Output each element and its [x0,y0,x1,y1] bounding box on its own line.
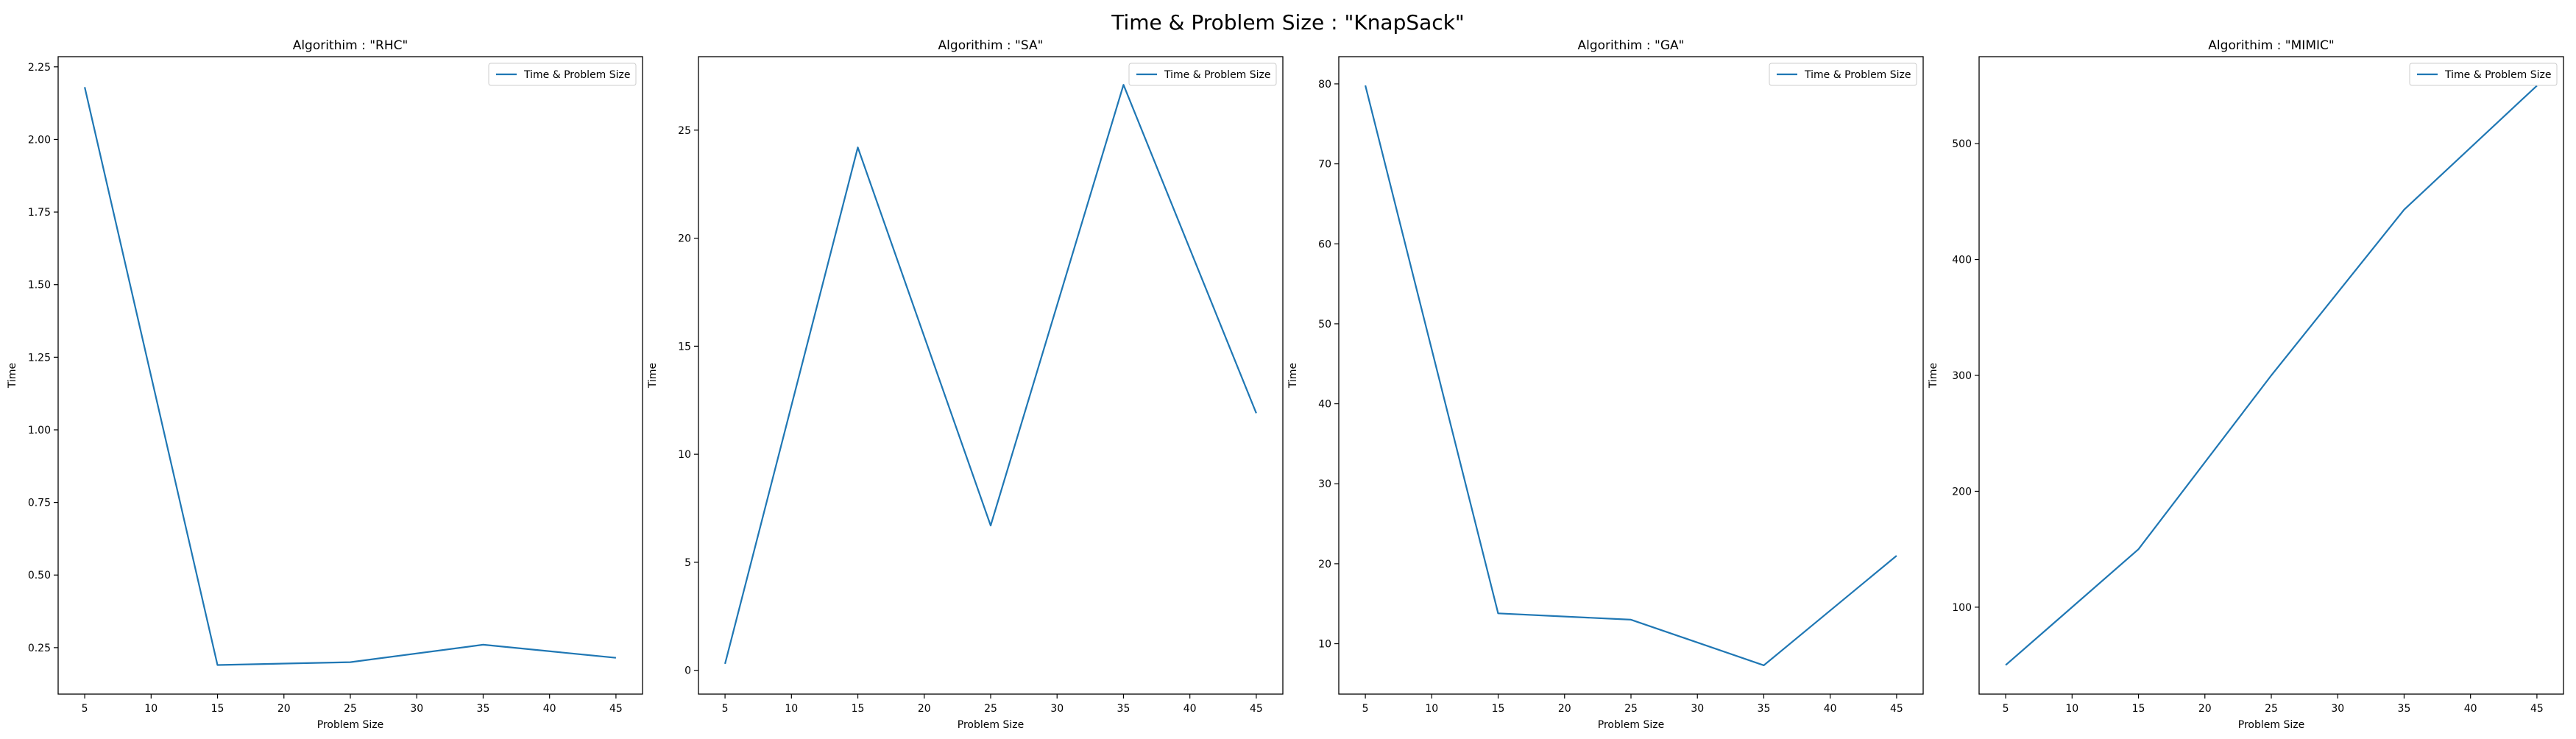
y-tick-label: 100 [1952,602,1972,614]
y-tick-label: 20 [678,233,691,245]
y-tick-label: 40 [1318,399,1331,411]
series-line [85,87,616,665]
axes-frame [698,57,1283,694]
legend-entry: Time & Problem Size [1804,69,1911,81]
y-tick-label: 2.00 [28,134,51,146]
subplot-2: Algorithim : "SA" 5 10 15 20 25 30 35 40 45 0 5 10 15… [647,38,1283,731]
series-line [725,85,1256,664]
x-tick-label: 40 [1824,703,1837,715]
figure-suptitle: Time & Problem Size : "KnapSack" [1111,10,1465,35]
y-tick-label: 10 [678,449,691,461]
x-axis-label: Problem Size [2238,719,2304,731]
x-tick-label: 40 [543,703,556,715]
y-tick-label: 30 [1318,478,1331,490]
y-axis-label: Time [647,363,659,389]
y-tick-label: 10 [1318,639,1331,651]
y-tick-label: 70 [1318,159,1331,171]
x-tick-label: 35 [2398,703,2411,715]
x-tick-label: 15 [211,703,224,715]
x-axis-label: Problem Size [958,719,1024,731]
x-tick-label: 35 [477,703,490,715]
y-tick-label: 1.50 [28,280,51,291]
subplot-title: Algorithim : "SA" [938,38,1044,53]
x-tick-label: 10 [785,703,798,715]
axes-frame [58,57,643,694]
x-tick-label: 45 [1250,703,1263,715]
y-axis-label: Time [1287,363,1299,389]
x-tick-label: 25 [2265,703,2278,715]
subplot-3: Algorithim : "GA" 5 10 15 20 25 30 35 40 45 10 20 30… [1287,38,1923,731]
x-tick-label: 15 [1492,703,1505,715]
y-tick-label: 15 [678,341,691,353]
subplot-title: Algorithim : "MIMIC" [2208,38,2334,53]
legend: Time & Problem Size [1769,63,1917,85]
axes-frame [1339,57,1923,694]
x-tick-label: 5 [2003,703,2009,715]
x-tick-label: 45 [609,703,623,715]
x-tick-label: 10 [2065,703,2078,715]
y-tick-label: 500 [1952,138,1972,150]
x-tick-label: 45 [1890,703,1903,715]
x-tick-label: 10 [144,703,158,715]
y-tick-label: 60 [1318,238,1331,250]
x-tick-label: 40 [2464,703,2477,715]
x-tick-label: 25 [344,703,357,715]
x-axis-label: Problem Size [1598,719,1664,731]
x-tick-label: 20 [277,703,291,715]
y-tick-label: 0.25 [28,643,51,654]
x-tick-label: 20 [918,703,931,715]
subplots: Algorithim : "RHC" 5 10 15 20 25 30 35 40 45 0.25 0… [7,38,2563,731]
y-tick-label: 80 [1318,79,1331,91]
y-tick-label: 1.00 [28,425,51,436]
x-tick-label: 30 [1050,703,1064,715]
y-tick-label: 50 [1318,319,1331,330]
x-tick-label: 5 [722,703,729,715]
x-tick-label: 15 [852,703,865,715]
x-tick-label: 10 [1425,703,1438,715]
x-tick-label: 35 [1117,703,1130,715]
y-tick-label: 300 [1952,370,1972,382]
legend: Time & Problem Size [2410,63,2557,85]
y-tick-label: 5 [684,557,691,569]
legend-entry: Time & Problem Size [523,69,631,81]
x-tick-label: 40 [1183,703,1197,715]
y-tick-label: 2.25 [28,62,51,74]
legend-entry: Time & Problem Size [2444,69,2552,81]
x-axis-label: Problem Size [317,719,383,731]
x-tick-label: 45 [2530,703,2544,715]
y-tick-label: 400 [1952,255,1972,266]
y-tick-label: 1.75 [28,207,51,219]
x-tick-label: 5 [82,703,88,715]
legend-entry: Time & Problem Size [1164,69,1271,81]
y-tick-label: 200 [1952,486,1972,498]
subplot-1: Algorithim : "RHC" 5 10 15 20 25 30 35 40 45 0.25 0… [7,38,643,731]
x-tick-label: 20 [1558,703,1571,715]
y-tick-label: 0.50 [28,570,51,581]
y-axis-label: Time [7,363,18,389]
subplot-4: Algorithim : "MIMIC" 5 10 15 20 25 30 35 40 45 100… [1928,38,2563,731]
subplot-title: Algorithim : "GA" [1578,38,1685,53]
x-tick-label: 20 [2198,703,2212,715]
x-tick-label: 5 [1362,703,1369,715]
x-tick-label: 25 [984,703,997,715]
y-tick-label: 0.75 [28,498,51,509]
x-tick-label: 15 [2132,703,2145,715]
x-tick-label: 30 [1691,703,1704,715]
legend: Time & Problem Size [1129,63,1276,85]
y-tick-label: 0 [684,665,691,677]
x-tick-label: 30 [2331,703,2344,715]
series-line [1365,85,1897,665]
x-tick-label: 30 [410,703,423,715]
subplot-title: Algorithim : "RHC" [293,38,408,53]
y-axis-label: Time [1928,363,1939,389]
y-tick-label: 25 [678,125,691,137]
legend: Time & Problem Size [489,63,636,85]
x-tick-label: 35 [1758,703,1771,715]
x-tick-label: 25 [1624,703,1638,715]
y-tick-label: 1.25 [28,352,51,364]
y-tick-label: 20 [1318,559,1331,570]
